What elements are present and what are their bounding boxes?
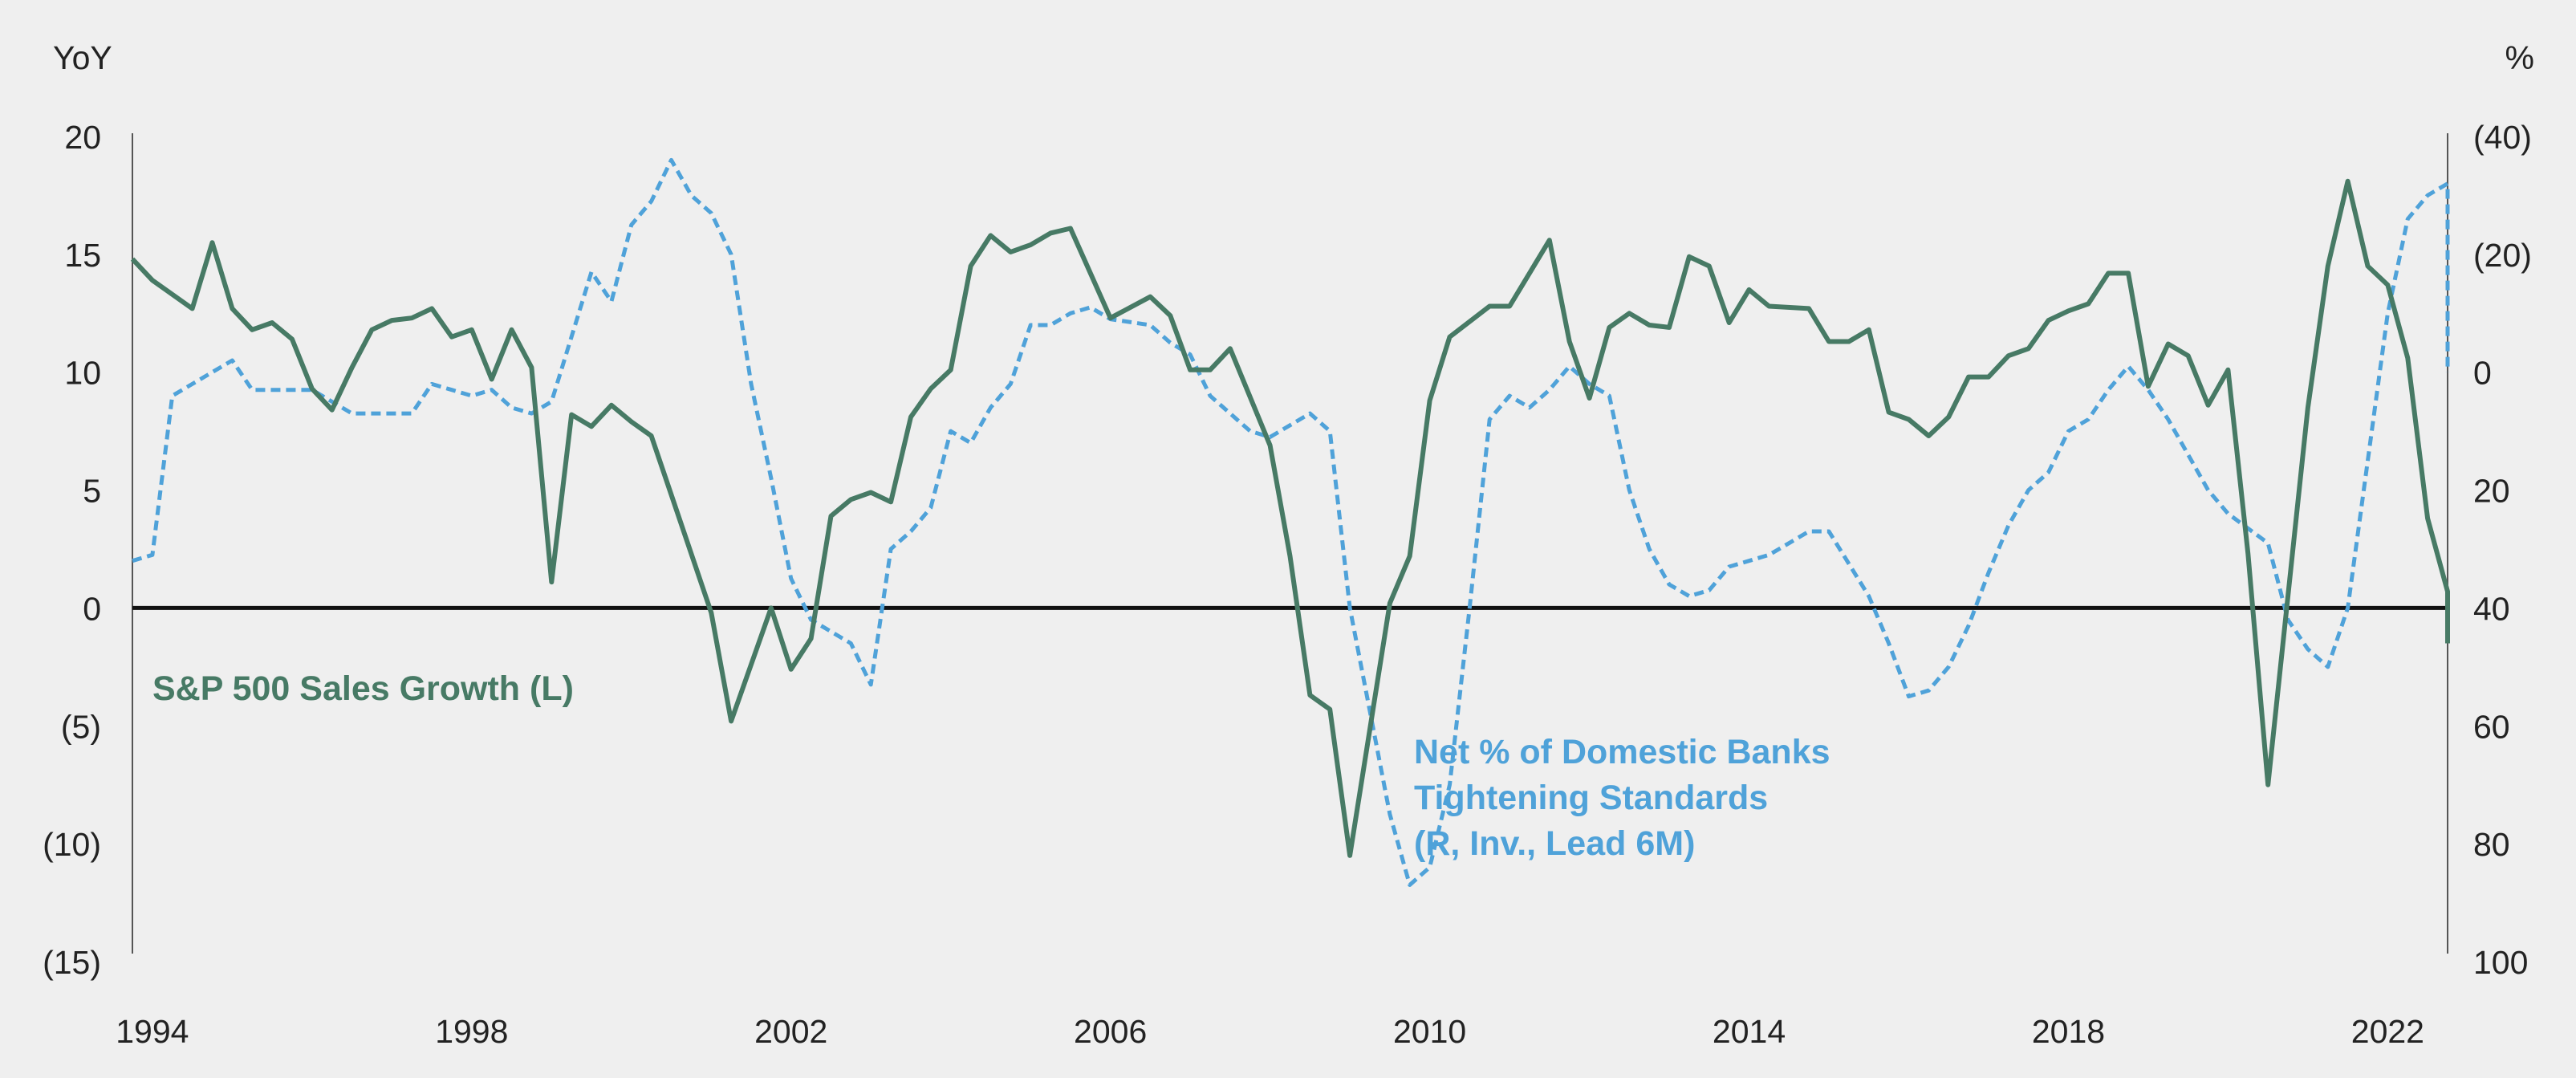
right-axis-unit: % [2505,39,2534,76]
right-tick-label: 60 [2473,708,2510,745]
right-tick-label: 0 [2473,355,2492,392]
bank-tightening-label-2: Tightening Standards [1414,779,1768,817]
x-tick-labels: 1994 1998 2002 2006 2010 2014 2018 2022 [116,1013,2424,1050]
right-tick-label: (20) [2473,237,2532,274]
left-tick-label: (5) [61,708,101,745]
left-axis-unit: YoY [53,39,112,76]
x-tick-label: 2018 [2032,1013,2105,1050]
x-tick-label: 2022 [2351,1013,2424,1050]
left-tick-label: 20 [64,119,101,156]
right-tick-label: 40 [2473,590,2510,627]
left-tick-label: 5 [83,473,101,510]
x-tick-label: 1998 [435,1013,508,1050]
x-tick-label: 2014 [1713,1013,1786,1050]
series-line-bank-tightening [132,157,2450,887]
x-tick-label: 1994 [116,1013,189,1050]
left-tick-label: 10 [64,355,101,392]
left-tick-label: 0 [83,590,101,627]
right-tick-label: 100 [2473,944,2528,981]
x-tick-label: 2002 [754,1013,827,1050]
right-tick-label: (40) [2473,119,2532,156]
bank-tightening-label-1: Net % of Domestic Banks [1414,733,1830,771]
left-tick-labels: 20 15 10 5 0 (5) (10) (15) [43,119,101,981]
right-tick-label: 80 [2473,826,2510,863]
sales-growth-label: S&P 500 Sales Growth (L) [152,669,574,708]
series-line-sp500-sales-growth [130,178,2450,858]
left-tick-label: 15 [64,237,101,274]
x-tick-label: 2010 [1393,1013,1466,1050]
right-tick-label: 20 [2473,473,2510,510]
left-tick-label: (10) [43,826,101,863]
right-tick-labels: (40) (20) 0 20 40 60 80 100 [2473,119,2532,981]
left-tick-label: (15) [43,944,101,981]
x-tick-label: 2006 [1074,1013,1147,1050]
bank-tightening-label-3: (R, Inv., Lead 6M) [1414,824,1695,863]
